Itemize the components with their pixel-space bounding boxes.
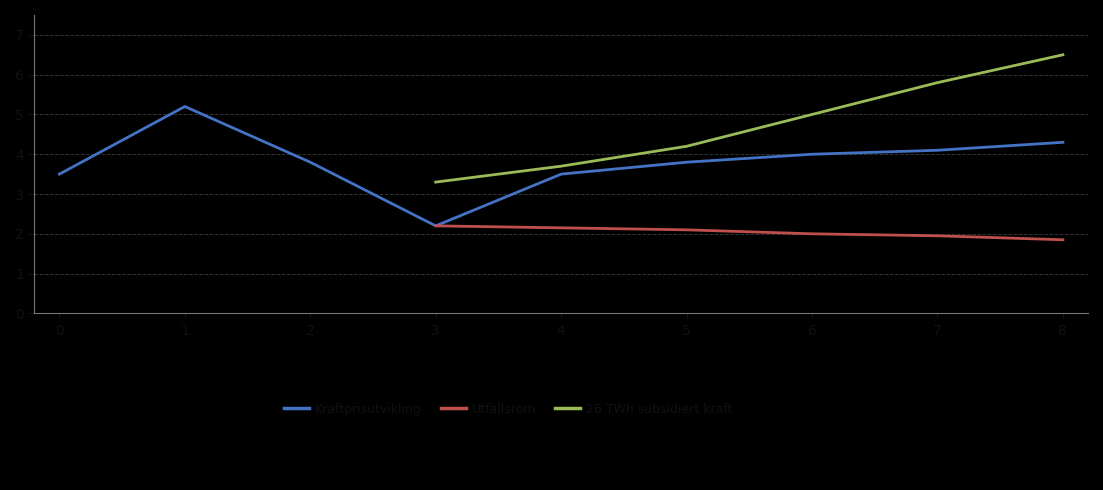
Legend: Kraftprisutvikling, Utfallsrom, 26 TWh subsidiert kraft: Kraftprisutvikling, Utfallsrom, 26 TWh s… [279, 397, 738, 420]
